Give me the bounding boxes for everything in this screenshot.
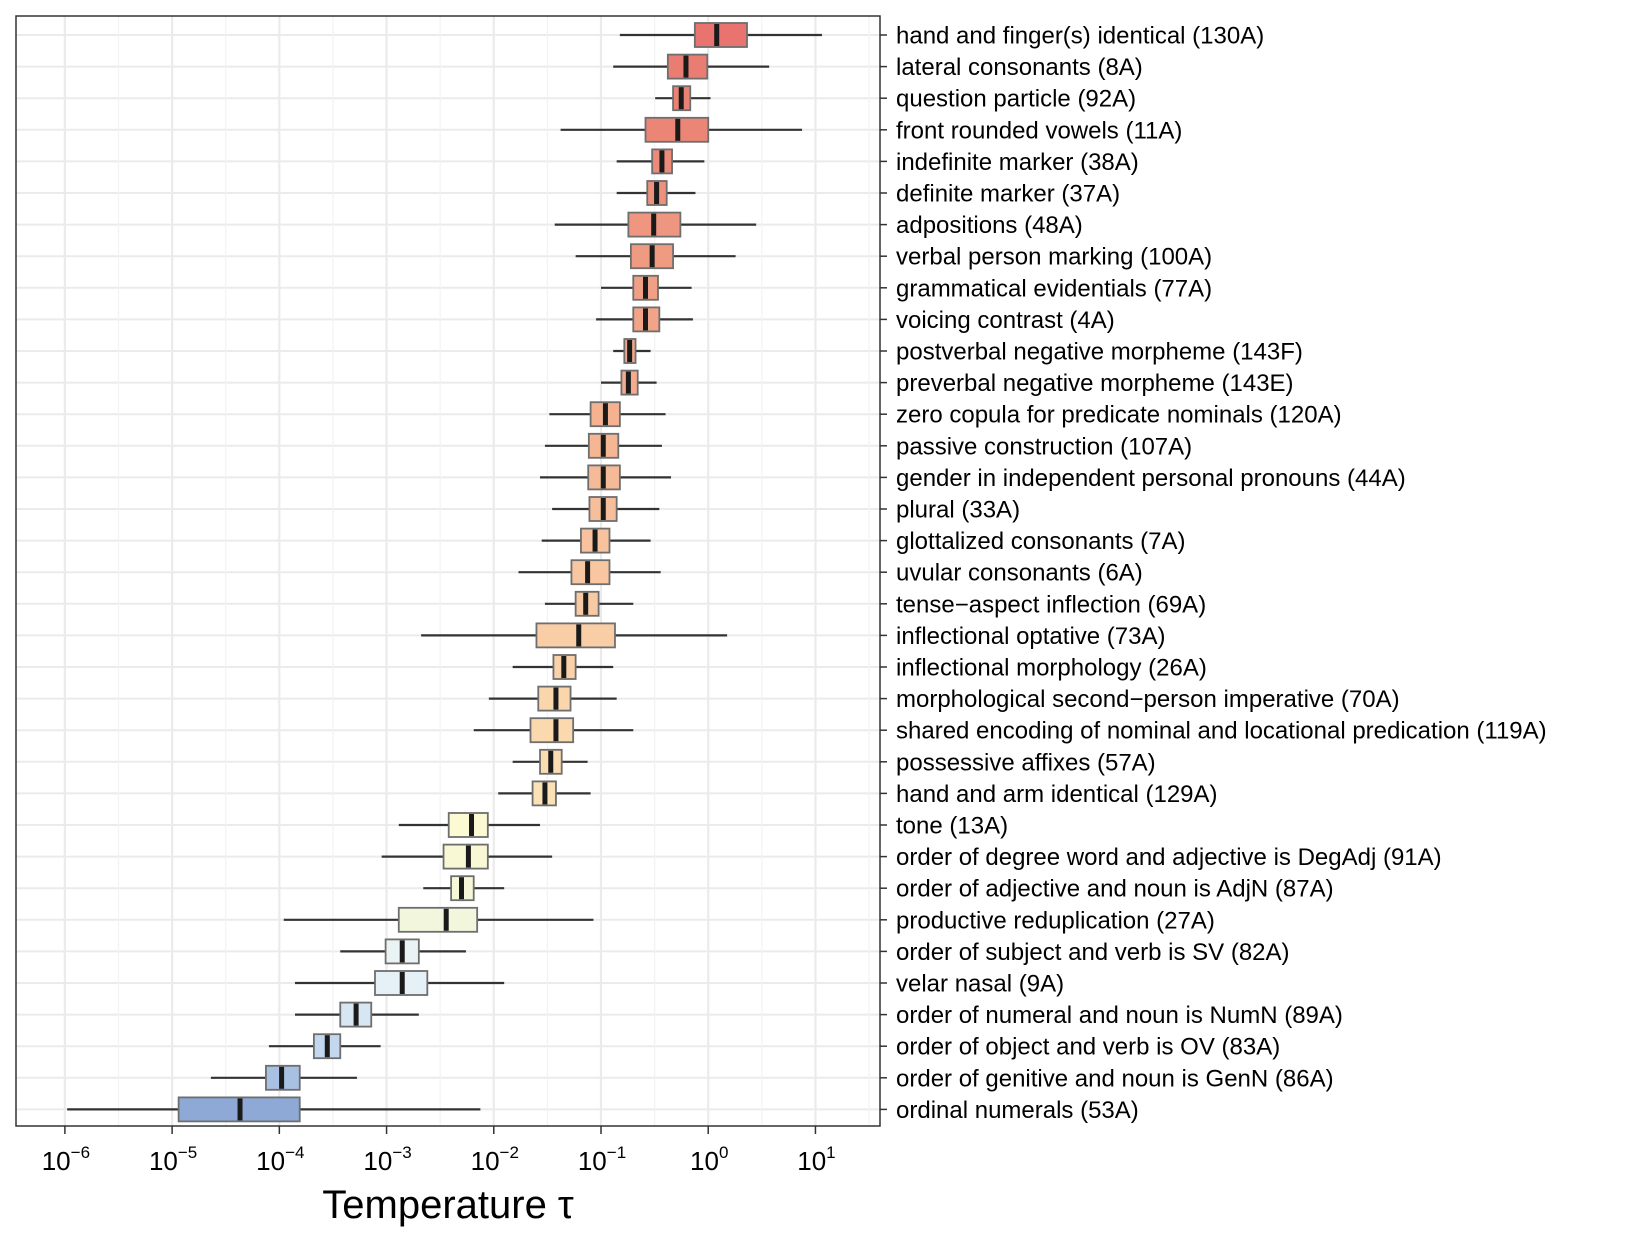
category-label: plural (33A) xyxy=(896,497,1020,524)
category-label: ordinal numerals (53A) xyxy=(896,1097,1139,1124)
x-ticks: 10−6 10−5 10−4 10−3 10−2 10−1 100 101 xyxy=(42,1126,836,1176)
box xyxy=(535,622,616,649)
category-label: tense−aspect inflection (69A) xyxy=(896,591,1206,618)
category-label: verbal person marking (100A) xyxy=(896,244,1212,271)
category-label: order of adjective and noun is AdjN (87A… xyxy=(896,876,1334,903)
category-label: productive reduplication (27A) xyxy=(896,907,1215,934)
category-label: question particle (92A) xyxy=(896,86,1136,113)
category-label: order of object and verb is OV (83A) xyxy=(896,1034,1280,1061)
category-label: morphological second−person imperative (… xyxy=(896,686,1400,713)
box xyxy=(529,717,575,744)
category-label: hand and finger(s) identical (130A) xyxy=(896,23,1264,50)
category-label: velar nasal (9A) xyxy=(896,971,1064,998)
category-label: grammatical evidentials (77A) xyxy=(896,275,1212,302)
boxes xyxy=(67,22,822,1123)
category-label: uvular consonants (6A) xyxy=(896,560,1143,587)
x-tick-label: 101 xyxy=(797,1143,835,1176)
box xyxy=(570,559,611,586)
category-label: glottalized consonants (7A) xyxy=(896,528,1186,555)
category-label: order of numeral and noun is NumN (89A) xyxy=(896,1002,1343,1029)
category-label: gender in independent personal pronouns … xyxy=(896,465,1406,492)
x-tick-label: 10−5 xyxy=(149,1143,197,1176)
category-label: preverbal negative morpheme (143E) xyxy=(896,370,1294,397)
x-tick-label: 10−6 xyxy=(42,1143,90,1176)
category-label: order of subject and verb is SV (82A) xyxy=(896,939,1290,966)
panel-background xyxy=(16,16,880,1126)
category-label: postverbal negative morpheme (143F) xyxy=(896,339,1303,366)
panel-border xyxy=(15,15,881,1127)
category-label: order of degree word and adjective is De… xyxy=(896,844,1442,871)
category-label: possessive affixes (57A) xyxy=(896,749,1156,776)
category-label: tone (13A) xyxy=(896,813,1008,840)
x-tick-label: 10−3 xyxy=(363,1143,411,1176)
box xyxy=(397,906,479,933)
category-label: front rounded vowels (11A) xyxy=(896,117,1182,144)
box xyxy=(442,843,489,870)
x-tick-label: 10−4 xyxy=(256,1143,304,1176)
box xyxy=(447,812,489,838)
category-label: passive construction (107A) xyxy=(896,433,1192,460)
grid-lines xyxy=(16,16,880,1126)
category-label: lateral consonants (8A) xyxy=(896,54,1143,81)
category-label: hand and arm identical (129A) xyxy=(896,781,1218,808)
x-tick-label: 100 xyxy=(690,1143,728,1176)
y-ticks: hand and finger(s) identical (130A) later… xyxy=(880,23,1547,1124)
category-label: order of genitive and noun is GenN (86A) xyxy=(896,1065,1334,1092)
category-label: voicing contrast (4A) xyxy=(896,307,1115,334)
category-label: definite marker (37A) xyxy=(896,181,1120,208)
category-label: inflectional morphology (26A) xyxy=(896,655,1207,682)
category-label: zero copula for predicate nominals (120A… xyxy=(896,402,1342,429)
x-tick-label: 10−1 xyxy=(578,1143,626,1176)
category-label: indefinite marker (38A) xyxy=(896,149,1139,176)
category-label: shared encoding of nominal and locationa… xyxy=(896,718,1547,745)
x-axis-title: Temperature τ xyxy=(322,1183,574,1227)
category-label: adpositions (48A) xyxy=(896,212,1083,239)
x-tick-label: 10−2 xyxy=(471,1143,519,1176)
box xyxy=(693,22,748,48)
category-label: inflectional optative (73A) xyxy=(896,623,1165,650)
